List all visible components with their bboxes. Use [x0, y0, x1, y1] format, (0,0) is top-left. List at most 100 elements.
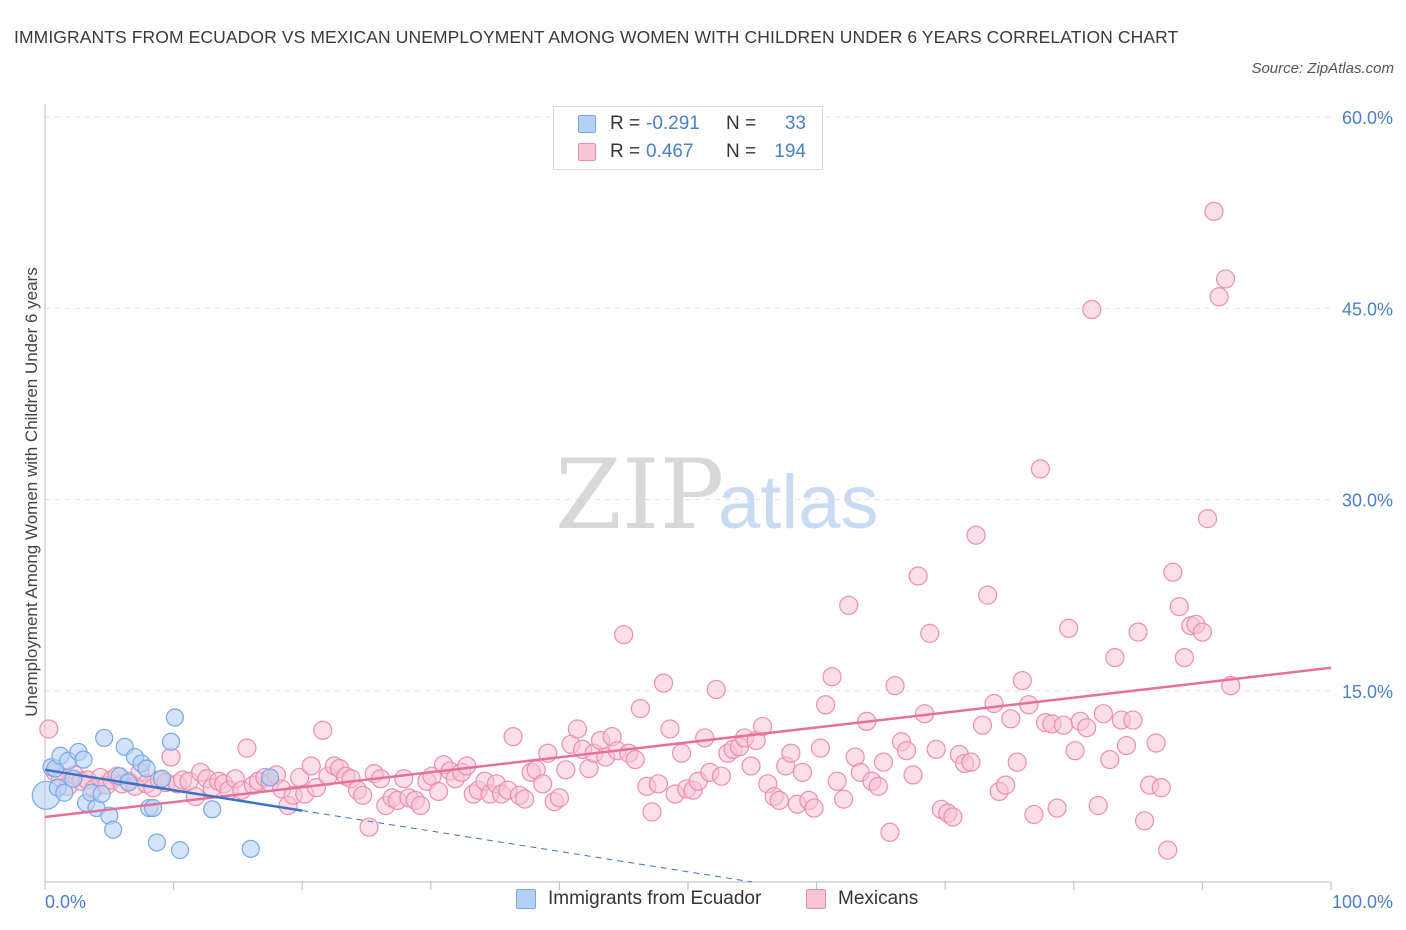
ecuador-points — [31, 708, 280, 860]
x-tick-label: 0.0% — [45, 892, 86, 912]
mexicans-point — [1082, 299, 1102, 320]
mexicans-point — [1204, 201, 1224, 221]
watermark-atlas: atlas — [718, 460, 879, 545]
ecuador-point — [260, 768, 280, 787]
mexicans-point — [353, 785, 373, 805]
mexicans-point — [873, 752, 894, 772]
ecuador-point — [170, 841, 190, 860]
ecuador-trend-line — [44, 768, 303, 812]
mexicans-point — [1065, 741, 1085, 761]
mexicans-point — [1007, 752, 1027, 772]
mexicans-point — [515, 789, 535, 809]
mexicans-point — [816, 695, 836, 715]
mexicans-point — [394, 769, 414, 789]
mexicans-point — [1105, 647, 1125, 668]
mexicans-point — [880, 822, 900, 842]
mexicans-point — [549, 788, 570, 808]
mexicans-legend-swatch — [806, 889, 826, 909]
mexicans-point — [503, 727, 523, 747]
ecuador-point — [74, 750, 93, 769]
r-value: 0.467 — [646, 141, 694, 162]
mexicans-point — [1123, 710, 1143, 730]
r-label: R = — [610, 141, 641, 162]
mexicans-point — [237, 738, 257, 758]
ecuador-point — [104, 820, 123, 839]
legend-item-label: Immigrants from Ecuador — [548, 888, 762, 909]
ecuador-point — [95, 728, 114, 748]
mexicans-point — [868, 776, 888, 796]
tick-labels: 15.0% 30.0% 45.0% 60.0% 0.0% 100.0% — [45, 108, 1393, 912]
mexicans-point — [972, 715, 993, 735]
mexicans-point — [1209, 287, 1229, 307]
ecuador-point — [92, 784, 111, 804]
mexicans-point — [781, 743, 801, 763]
mexicans-point — [1163, 562, 1183, 582]
mexicans-point — [1134, 811, 1155, 831]
mexicans-point — [792, 762, 813, 782]
source-label: Source: ZipAtlas.com — [1251, 60, 1394, 77]
mexicans-point — [804, 798, 824, 818]
mexicans-point — [642, 802, 662, 822]
ecuador-point — [203, 800, 222, 819]
mexicans-point — [706, 679, 726, 700]
mexicans-point — [1093, 704, 1113, 724]
mexicans-point — [827, 771, 847, 791]
y-tick-label: 45.0% — [1342, 299, 1393, 319]
mexicans-point — [1215, 269, 1236, 289]
n-value: 33 — [784, 113, 806, 134]
ecuador-point — [152, 769, 172, 788]
mexicans-point — [1116, 735, 1137, 756]
n-value: 194 — [774, 141, 806, 162]
series-legend: Immigrants from Ecuador Mexicans — [0, 888, 1406, 916]
mexicans-point — [961, 752, 981, 772]
legend-item-mexicans[interactable]: Mexicans — [806, 888, 918, 910]
axes — [44, 104, 1332, 890]
ecuador-point — [165, 708, 184, 727]
mexicans-point — [769, 790, 789, 811]
mexicans-point — [1192, 622, 1213, 642]
mexicans-point — [711, 766, 732, 786]
chart-title: IMMIGRANTS FROM ECUADOR VS MEXICAN UNEMP… — [14, 27, 1179, 47]
mexicans-point — [625, 749, 645, 770]
mexicans-point — [410, 795, 431, 816]
mexicans-point — [359, 817, 379, 837]
mexicans-point — [1001, 709, 1021, 729]
mexicans-point — [943, 807, 963, 827]
mexicans-point — [39, 719, 59, 739]
watermark-zip: ZIP — [555, 439, 724, 551]
mexicans-point — [885, 676, 905, 696]
legend-item-ecuador[interactable]: Immigrants from Ecuador — [516, 888, 761, 910]
mexicans-point — [1030, 459, 1050, 479]
mexicans-point — [301, 756, 321, 776]
mexicans-point — [920, 623, 940, 643]
mexicans-point — [648, 774, 669, 794]
mexicans-point — [660, 719, 680, 739]
mexicans-point — [533, 774, 553, 794]
mexicans-point — [1077, 718, 1097, 738]
ecuador-point — [147, 833, 166, 852]
mexicans-point — [966, 525, 986, 545]
mexicans-point — [822, 667, 842, 687]
mexicans-point — [1197, 509, 1218, 529]
mexicans-point — [1100, 749, 1120, 770]
r-value: -0.291 — [646, 113, 700, 134]
mexicans-point — [1088, 795, 1108, 816]
mexicans-point — [1174, 647, 1194, 668]
mexicans-point — [839, 595, 859, 615]
ecuador-point — [161, 732, 181, 751]
mexicans-point — [185, 786, 206, 807]
mexicans-point — [1151, 778, 1171, 798]
ecuador-point — [55, 783, 74, 802]
mexicans-point — [1146, 733, 1166, 753]
ecuador-swatch — [578, 115, 596, 133]
n-label: N = — [726, 113, 757, 134]
mexicans-swatch — [578, 143, 596, 161]
mexicans-point — [1169, 596, 1189, 617]
mexicans-point — [653, 673, 674, 693]
legend-row-mexicans: R = 0.467 N = 194 — [578, 139, 806, 165]
mexicans-point — [752, 716, 773, 737]
mexicans-point — [1059, 618, 1079, 638]
mexicans-point — [996, 775, 1016, 795]
mexicans-point — [897, 741, 917, 761]
